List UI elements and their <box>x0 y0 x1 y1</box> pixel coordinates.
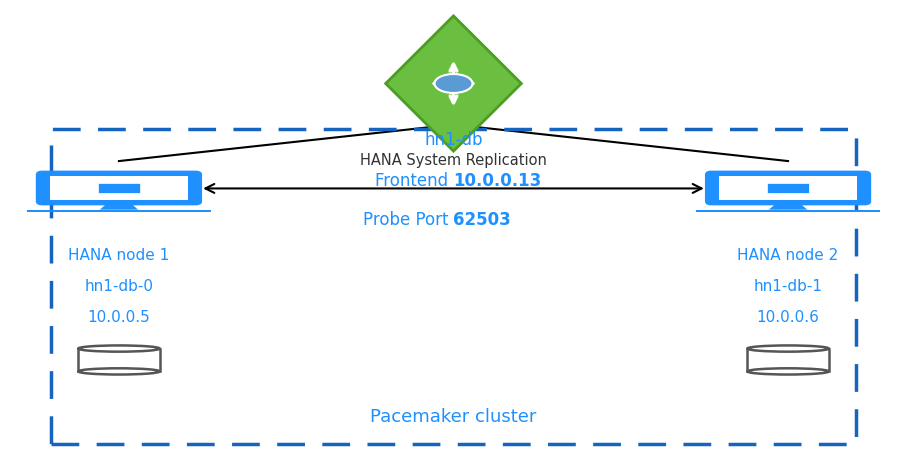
Bar <box>51 129 856 444</box>
Polygon shape <box>385 16 522 151</box>
Text: 10.0.0.13: 10.0.0.13 <box>454 173 541 190</box>
Text: 10.0.0.5: 10.0.0.5 <box>88 310 151 325</box>
Text: 10.0.0.6: 10.0.0.6 <box>756 310 820 325</box>
Text: hn1-db: hn1-db <box>424 131 483 150</box>
Ellipse shape <box>434 74 473 93</box>
Text: HANA node 1: HANA node 1 <box>68 248 170 263</box>
Polygon shape <box>769 202 807 210</box>
Text: HANA System Replication: HANA System Replication <box>360 153 547 168</box>
Bar <box>98 183 140 193</box>
Text: 62503: 62503 <box>454 211 512 229</box>
FancyBboxPatch shape <box>37 173 200 204</box>
Ellipse shape <box>78 346 160 352</box>
Bar <box>747 348 829 371</box>
Polygon shape <box>100 202 138 210</box>
Bar <box>78 348 160 371</box>
Text: HANA node 2: HANA node 2 <box>737 248 839 263</box>
Ellipse shape <box>747 368 829 375</box>
Bar <box>26 210 211 212</box>
Text: hn1-db-1: hn1-db-1 <box>754 279 823 294</box>
Text: hn1-db-0: hn1-db-0 <box>84 279 153 294</box>
Ellipse shape <box>78 368 160 375</box>
Text: Frontend: Frontend <box>375 173 454 190</box>
Bar <box>719 176 857 200</box>
Bar <box>696 210 881 212</box>
FancyBboxPatch shape <box>707 173 870 204</box>
Bar <box>767 183 809 193</box>
Text: Probe Port: Probe Port <box>363 211 454 229</box>
Ellipse shape <box>747 346 829 352</box>
Text: Pacemaker cluster: Pacemaker cluster <box>370 408 537 425</box>
Bar <box>50 176 188 200</box>
